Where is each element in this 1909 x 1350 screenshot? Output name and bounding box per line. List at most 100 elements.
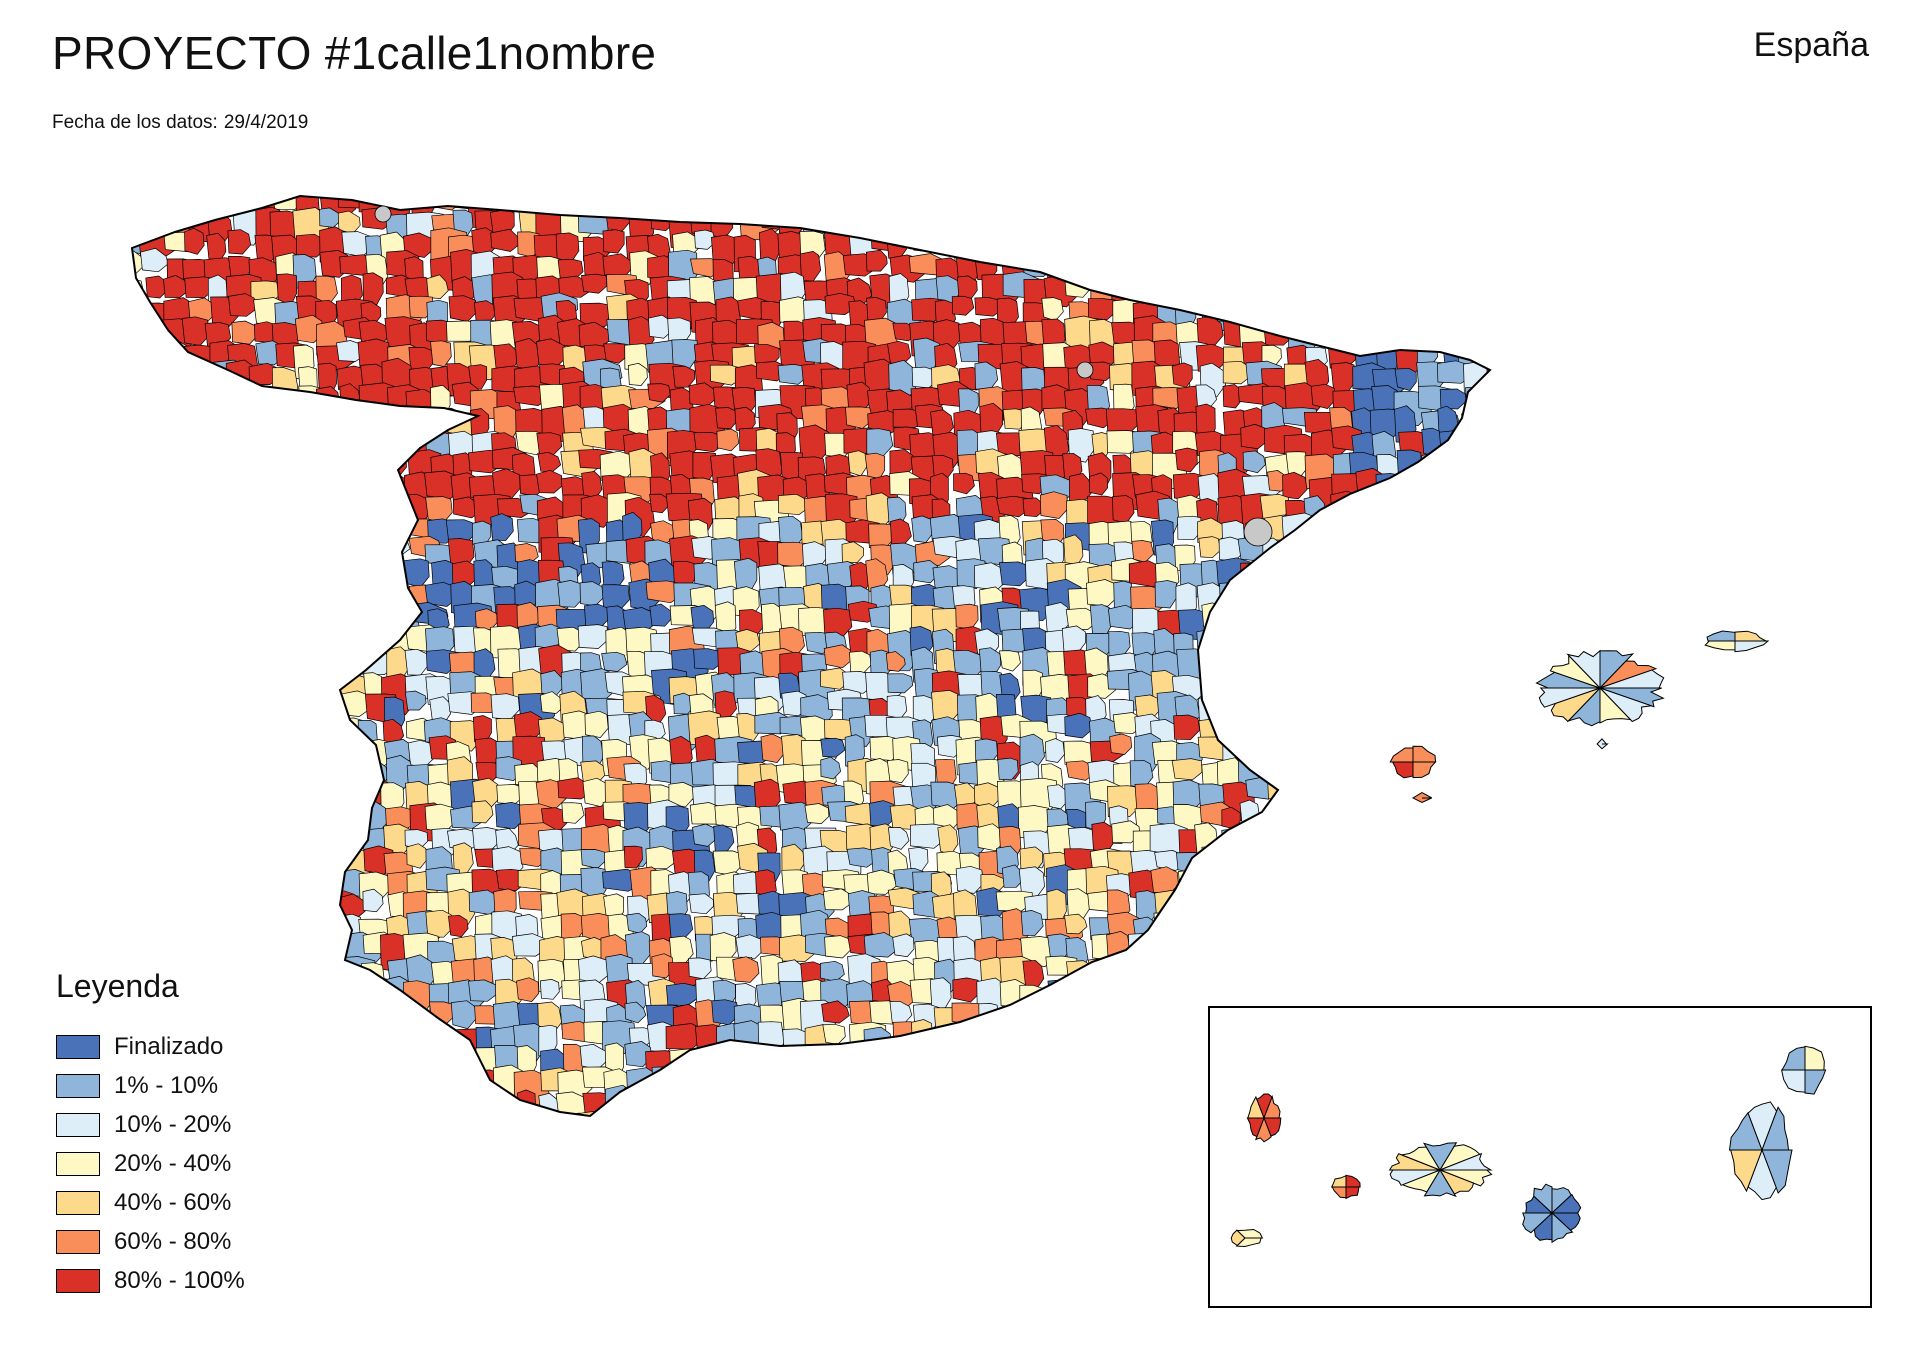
municipality [1284, 712, 1313, 735]
municipality [320, 430, 344, 462]
municipality [139, 523, 176, 543]
municipality [1440, 959, 1475, 987]
municipality [1457, 734, 1487, 764]
municipality [890, 518, 912, 547]
municipality [886, 207, 913, 235]
municipality [430, 340, 452, 367]
municipality [1311, 647, 1332, 687]
municipality [316, 1069, 342, 1092]
municipality [555, 232, 580, 263]
municipality [1376, 695, 1398, 723]
municipality [207, 582, 237, 607]
municipality [889, 1049, 931, 1085]
municipality [132, 849, 162, 872]
municipality [951, 295, 975, 316]
municipality [1441, 253, 1469, 276]
municipality [1461, 759, 1485, 797]
municipality [1039, 1110, 1080, 1116]
municipality [167, 432, 195, 458]
municipality [187, 454, 209, 492]
municipality [132, 584, 146, 616]
municipality [1242, 450, 1266, 474]
municipality [1486, 211, 1490, 246]
municipality [1285, 779, 1313, 808]
municipality [139, 629, 174, 662]
municipality [1131, 540, 1155, 563]
municipality [205, 910, 228, 934]
municipality [1480, 844, 1490, 883]
municipality [138, 406, 174, 430]
municipality [998, 1045, 1040, 1077]
municipality [1397, 196, 1435, 218]
municipality [1108, 999, 1143, 1022]
municipality [1377, 196, 1400, 224]
municipality [978, 1003, 1000, 1036]
municipality [844, 206, 872, 233]
municipality [1353, 557, 1374, 580]
map-title: PROYECTO #1calle1nombre [52, 27, 657, 79]
municipality [132, 742, 143, 780]
municipality [1040, 1023, 1060, 1060]
municipality [846, 1090, 879, 1112]
municipality [404, 648, 429, 676]
municipality [824, 935, 852, 959]
municipality [1127, 196, 1153, 218]
municipality [1305, 801, 1341, 839]
municipality [1020, 910, 1044, 936]
municipality [1042, 1087, 1079, 1116]
municipality [1196, 893, 1225, 927]
municipality [1241, 693, 1282, 723]
municipality [252, 824, 279, 861]
municipality [1311, 609, 1350, 640]
municipality [132, 803, 159, 826]
municipality [407, 1090, 444, 1116]
municipality [230, 644, 256, 683]
municipality [1023, 1024, 1060, 1057]
municipality [272, 1005, 312, 1039]
municipality [1200, 649, 1238, 674]
municipality [1289, 890, 1310, 931]
canary-islands-inset-frame [1208, 1006, 1872, 1308]
municipality [1398, 672, 1433, 697]
municipality [517, 1089, 537, 1116]
municipality [581, 196, 617, 215]
municipality [132, 196, 146, 212]
municipality [1173, 256, 1211, 295]
municipality [1458, 234, 1490, 264]
municipality [271, 914, 299, 948]
municipality [1417, 315, 1439, 353]
municipality [494, 1110, 531, 1116]
municipality [204, 673, 234, 708]
municipality [209, 611, 245, 633]
municipality [277, 759, 306, 790]
municipality [492, 1089, 512, 1116]
municipality [667, 1063, 691, 1088]
municipality [930, 230, 963, 255]
municipality [647, 1088, 668, 1116]
municipality [253, 1087, 287, 1113]
municipality [1221, 954, 1253, 977]
municipality [1199, 236, 1224, 269]
municipality [1222, 912, 1253, 943]
municipality [537, 451, 562, 473]
municipality [1247, 1095, 1265, 1119]
municipality [132, 602, 153, 635]
municipality [320, 805, 353, 838]
municipality [1327, 866, 1352, 893]
municipality [1372, 977, 1411, 1007]
municipality [1022, 1045, 1054, 1066]
municipality [272, 427, 308, 460]
municipality [255, 938, 276, 973]
canary-islands [1230, 1045, 1827, 1248]
municipality [252, 895, 283, 930]
municipality [1460, 843, 1485, 877]
municipality [1415, 827, 1455, 852]
municipality [1483, 251, 1490, 281]
municipality [1761, 1106, 1790, 1151]
municipality [254, 431, 296, 454]
municipality [1351, 673, 1387, 700]
municipality [1348, 872, 1381, 897]
municipality [647, 383, 671, 403]
municipality [1484, 674, 1490, 700]
municipality [425, 496, 453, 524]
